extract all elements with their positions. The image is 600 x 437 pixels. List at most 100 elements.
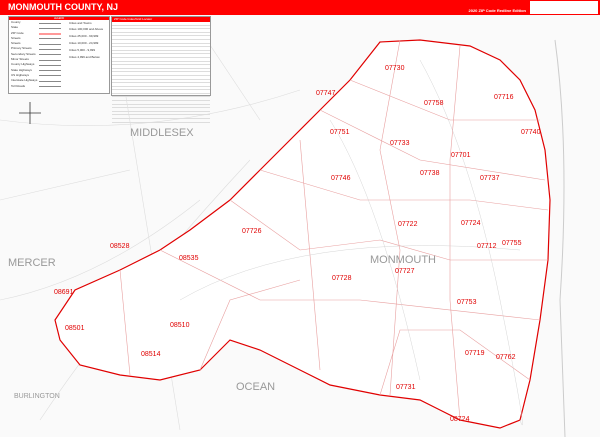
zip-index-row <box>112 119 210 123</box>
legend-item-label: Primary Streets <box>11 46 32 51</box>
legend-city-size: Cities 10,000 - 24,999 <box>69 41 99 45</box>
legend-swatch <box>39 86 61 88</box>
legend-item: Primary Streets <box>9 46 109 51</box>
zip-label[interactable]: 08528 <box>110 243 130 250</box>
zip-label[interactable]: 07751 <box>330 129 350 136</box>
zip-label[interactable]: 07726 <box>242 228 262 235</box>
zip-index-title: ZIP Code Index/Grid Locator <box>112 17 210 22</box>
zip-index-row <box>112 112 210 116</box>
zip-label[interactable]: 07701 <box>451 152 471 159</box>
legend-swatch <box>39 80 61 82</box>
legend-swatch <box>39 38 61 40</box>
zip-index-row <box>112 115 210 120</box>
legend-item-label: Streets <box>11 35 21 40</box>
zip-label[interactable]: 07719 <box>465 350 485 357</box>
zip-label[interactable]: 07733 <box>390 140 410 147</box>
legend-swatch <box>39 33 61 36</box>
zip-index-row <box>112 83 210 87</box>
cities-title: Cities and Towns <box>69 21 92 25</box>
zip-index-row <box>112 101 210 105</box>
region-label-burlington: BURLINGTON <box>14 393 60 400</box>
zip-label[interactable]: 07712 <box>477 243 497 250</box>
zip-index-row <box>112 87 210 91</box>
zip-label[interactable]: 07753 <box>457 299 477 306</box>
streets <box>179 59 523 426</box>
monmouth-county-outline <box>54 39 551 429</box>
zip-index-panel: ZIP Code Index/Grid Locator <box>111 16 211 123</box>
zip-label[interactable]: 07762 <box>496 354 516 361</box>
zip-label[interactable]: 07738 <box>420 170 440 177</box>
zip-labels: 07730 07747 07758 07716 07751 07740 07733 07701… <box>54 65 541 423</box>
zip-index-row <box>112 65 210 69</box>
zip-label[interactable]: 07740 <box>521 129 541 136</box>
zip-index-row <box>112 22 210 26</box>
region-label-mercer: MERCER <box>8 257 56 269</box>
zip-index-row <box>112 40 210 44</box>
region-label-monmouth: MONMOUTH <box>370 254 436 266</box>
zip-label[interactable]: 07746 <box>331 175 351 182</box>
coastline <box>554 39 566 437</box>
zip-index-row <box>112 58 210 62</box>
brand-logo <box>530 1 598 14</box>
zip-index-row <box>112 105 210 109</box>
legend-item: County Highways <box>9 62 109 67</box>
zip-index-row <box>112 69 210 73</box>
legend-city-size: Cities 100,000 and Above <box>69 27 104 31</box>
zip-index-row <box>112 47 210 51</box>
compass-icon <box>19 102 41 124</box>
legend-item: Interstate Highways <box>9 78 109 83</box>
zip-index-row <box>112 108 210 112</box>
legend-swatch <box>39 54 61 56</box>
zip-label[interactable]: 07755 <box>502 240 522 247</box>
legend-swatch <box>39 43 61 45</box>
legend-item-label: US Highways <box>11 72 30 77</box>
legend-item: US Highways <box>9 73 109 78</box>
legend-swatch <box>39 70 61 72</box>
zip-index-row <box>112 76 210 80</box>
legend-item-label: County <box>11 20 21 24</box>
zip-label[interactable]: 07730 <box>385 65 405 72</box>
zip-label[interactable]: 08514 <box>141 351 161 358</box>
zip-label[interactable]: 07728 <box>332 275 352 282</box>
zip-index-row <box>112 26 210 30</box>
legend-item: Toll Roads <box>9 84 109 89</box>
zip-map[interactable]: MIDDLESEX MERCER MONMOUTH OCEAN BURLINGT… <box>0 15 600 437</box>
zip-label[interactable]: 08510 <box>170 322 190 329</box>
legend-swatch <box>39 59 61 61</box>
zip-label[interactable]: 08691 <box>54 289 74 296</box>
zip-index-row <box>112 51 210 55</box>
legend-item: County <box>9 20 109 25</box>
zip-label[interactable]: 07758 <box>424 100 444 107</box>
legend-item: State Highways <box>9 68 109 73</box>
zip-index-row <box>112 54 210 58</box>
legend-swatch <box>39 48 61 50</box>
zip-label[interactable]: 08501 <box>65 325 85 332</box>
legend-swatch <box>39 22 61 24</box>
legend-item-label: Secondary Streets <box>11 51 36 56</box>
zip-label[interactable]: 07727 <box>395 268 415 275</box>
zip-label[interactable]: 07731 <box>396 384 416 391</box>
zip-index-row <box>112 90 210 94</box>
legend-item: Streets <box>9 41 109 46</box>
zip-index-row <box>112 29 210 33</box>
zip-label[interactable]: 08724 <box>450 416 470 423</box>
legend-swatch <box>39 64 61 66</box>
legend-item: Minor Streets <box>9 57 109 62</box>
zip-index-row <box>112 94 210 98</box>
zip-label[interactable]: 07747 <box>316 90 336 97</box>
legend-swatch <box>39 75 61 77</box>
zip-label[interactable]: 07722 <box>398 221 418 228</box>
legend-panel: LEGEND County State ZIP Code Streets Streets… <box>8 16 110 94</box>
legend-item: Streets <box>9 36 109 41</box>
edition-label: 2020 ZIP Code Redline Edition <box>468 8 527 13</box>
zip-label[interactable]: 07737 <box>480 175 500 182</box>
legend-item-label: ZIP Code <box>11 30 24 35</box>
legend-item-label: Interstate Highways <box>11 78 38 83</box>
legend-city-size: Cities 5,000 - 9,999 <box>69 48 96 52</box>
legend-item-label: State <box>11 25 19 30</box>
zip-label[interactable]: 07716 <box>494 94 514 101</box>
zip-label[interactable]: 07724 <box>461 220 481 227</box>
zip-label[interactable]: 08535 <box>179 255 199 262</box>
legend-title: LEGEND <box>9 17 109 20</box>
legend-item-label: Toll Roads <box>11 83 26 88</box>
